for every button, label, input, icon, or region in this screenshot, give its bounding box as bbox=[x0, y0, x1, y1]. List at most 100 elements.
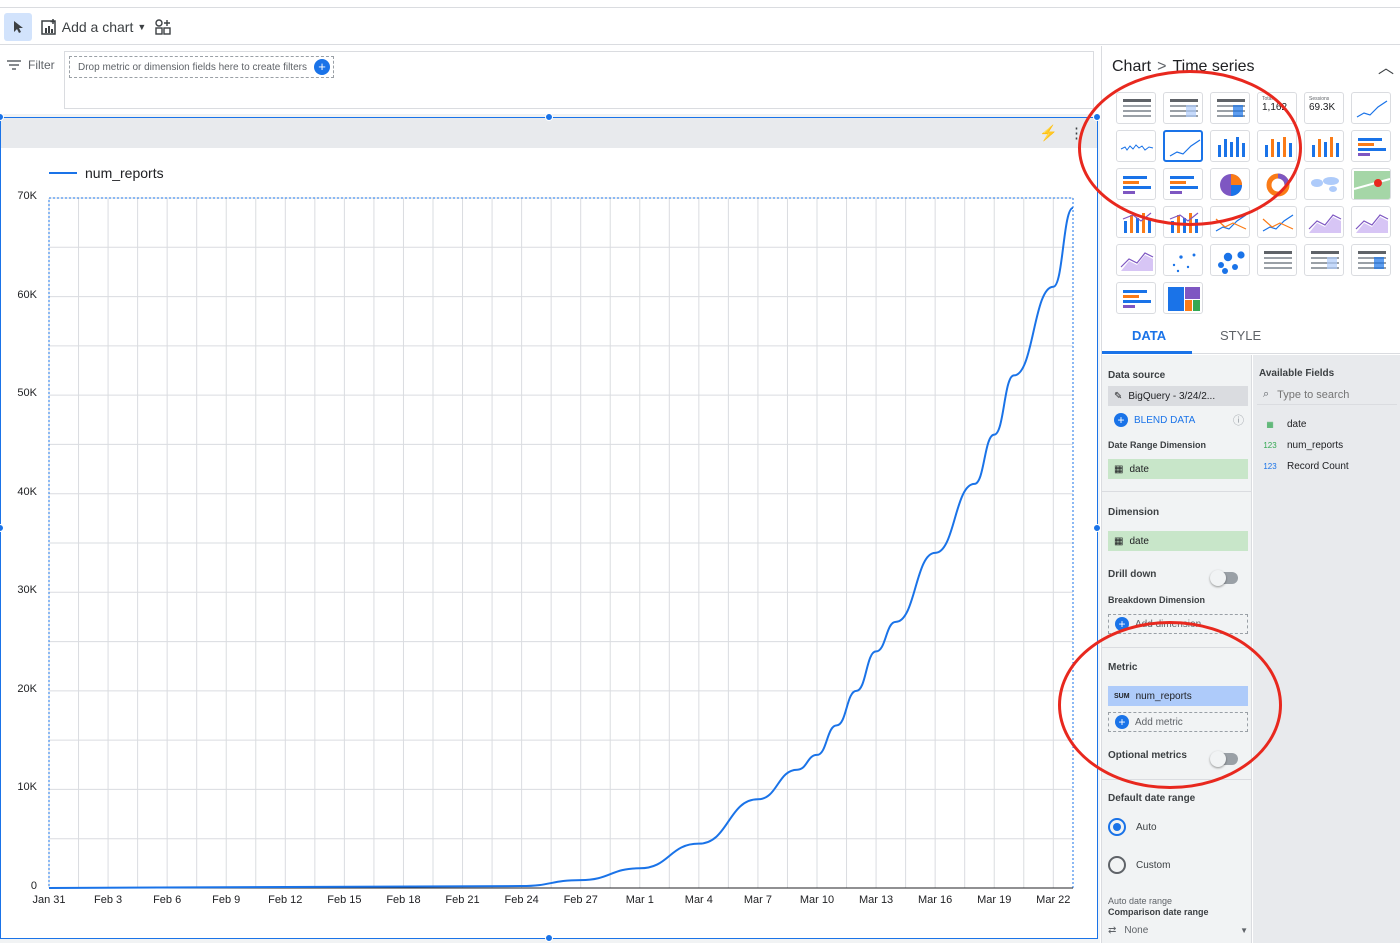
chart-type-100-stacked-column-type[interactable] bbox=[1304, 130, 1344, 162]
dimension-chip[interactable]: ▦ date bbox=[1108, 531, 1248, 551]
chart-type-pivot-table-type[interactable] bbox=[1257, 244, 1297, 276]
x-tick-label: Feb 15 bbox=[327, 894, 362, 906]
filter-icon bbox=[7, 60, 21, 70]
plus-circle-icon: + bbox=[1114, 413, 1128, 427]
y-tick-label: 60K bbox=[17, 288, 37, 301]
filter-bar: Filter Drop metric or dimension fields h… bbox=[0, 46, 1100, 114]
y-tick-label: 40K bbox=[17, 485, 37, 498]
chart-type-treemap-type[interactable] bbox=[1163, 282, 1203, 314]
date-range-dimension-value: date bbox=[1129, 463, 1149, 475]
crumb-chart[interactable]: Chart bbox=[1112, 58, 1152, 75]
series-line-num-reports bbox=[48, 206, 1074, 889]
chart-type-sparkline-type[interactable] bbox=[1351, 92, 1391, 124]
add-control-button[interactable] bbox=[150, 13, 176, 41]
x-tick-label: Feb 12 bbox=[268, 894, 303, 906]
compare-arrows-icon: ⇄ bbox=[1108, 925, 1117, 936]
resize-handle-top[interactable] bbox=[545, 113, 553, 121]
chart-type-google-maps-type[interactable] bbox=[1351, 168, 1391, 200]
chart-type-scorecard-b-type[interactable]: Sessions 69.3K bbox=[1304, 92, 1344, 124]
time-series-chart[interactable]: ⚡ ⋮ num_reports 0 10K 20K 30K 40K 50K 60K 70K J… bbox=[0, 113, 1101, 942]
caret-down-icon: ▼ bbox=[1240, 926, 1248, 935]
x-tick-label: Mar 19 bbox=[977, 894, 1012, 906]
grid-lines bbox=[48, 197, 1073, 889]
chart-type-pivot-bars-type[interactable] bbox=[1304, 244, 1344, 276]
cursor-icon bbox=[14, 21, 23, 33]
chart-type-scatter-type[interactable] bbox=[1163, 244, 1203, 276]
radio-custom[interactable] bbox=[1108, 856, 1126, 874]
panel-tabs: DATA STYLE bbox=[1102, 318, 1400, 354]
calendar-icon: ▦ bbox=[1114, 463, 1124, 475]
chart-type-area-type[interactable] bbox=[1304, 206, 1344, 238]
breakdown-dimension-label: Breakdown Dimension bbox=[1108, 595, 1206, 605]
tab-data[interactable]: DATA bbox=[1132, 328, 1167, 343]
x-tick-label: Feb 9 bbox=[212, 894, 241, 906]
comparison-select[interactable]: ⇄ None ▼ bbox=[1108, 925, 1248, 936]
drill-down-label: Drill down bbox=[1108, 569, 1157, 580]
x-tick-label: Mar 1 bbox=[625, 894, 654, 906]
auto-date-range-text: Auto date range bbox=[1108, 896, 1173, 906]
available-field-item[interactable]: 123 Record Count bbox=[1263, 461, 1349, 472]
toolbar: Add a chart ▼ bbox=[0, 9, 1400, 45]
x-tick-label: Feb 27 bbox=[563, 894, 598, 906]
x-tick-label: Mar 10 bbox=[799, 894, 835, 906]
x-tick-label: Feb 21 bbox=[445, 894, 480, 906]
radio-auto-label: Auto bbox=[1136, 822, 1157, 833]
chart-plot-area bbox=[48, 197, 1074, 889]
resize-handle-bottom[interactable] bbox=[545, 934, 553, 942]
x-tick-label: Mar 22 bbox=[1036, 894, 1071, 906]
chart-type-bullet-type[interactable] bbox=[1116, 282, 1156, 314]
report-canvas: Filter Drop metric or dimension fields h… bbox=[0, 46, 1101, 943]
chart-type-bubble-type[interactable] bbox=[1210, 244, 1250, 276]
x-tick-label: Mar 7 bbox=[743, 894, 772, 906]
available-fields-title: Available Fields bbox=[1259, 368, 1335, 379]
data-source-chip[interactable]: ✎ BigQuery - 3/24/2... bbox=[1108, 386, 1248, 406]
drill-down-toggle[interactable] bbox=[1210, 570, 1238, 586]
chart-type-stacked-area-type[interactable] bbox=[1351, 206, 1391, 238]
help-icon[interactable]: ⓘ bbox=[1233, 415, 1244, 427]
blend-data-label: BLEND DATA bbox=[1134, 414, 1196, 426]
field-search[interactable]: ⌕ bbox=[1257, 385, 1397, 405]
filter-control[interactable]: Filter bbox=[6, 58, 55, 72]
scorecard-b-value: 69.3K bbox=[1309, 102, 1336, 113]
number-type-icon: 123 bbox=[1263, 462, 1277, 471]
add-filter-icon[interactable]: + bbox=[313, 59, 330, 75]
chart-type-pivot-heatmap-type[interactable] bbox=[1351, 244, 1391, 276]
comparison-date-range-label: Comparison date range bbox=[1108, 907, 1209, 917]
radio-custom-label: Custom bbox=[1136, 860, 1171, 871]
data-source-label: Data source bbox=[1108, 370, 1166, 381]
pencil-icon[interactable]: ✎ bbox=[1114, 390, 1123, 402]
date-range-dimension-chip[interactable]: ▦ date bbox=[1108, 459, 1248, 479]
annotation-circle-metric bbox=[1058, 621, 1282, 789]
date-range-dimension-label: Date Range Dimension bbox=[1108, 440, 1207, 450]
number-type-icon: 123 bbox=[1263, 441, 1277, 450]
available-field-name: Record Count bbox=[1287, 461, 1349, 472]
x-tick-label: Mar 16 bbox=[918, 894, 953, 906]
radio-auto[interactable] bbox=[1108, 818, 1126, 836]
x-tick-label: Feb 24 bbox=[504, 894, 539, 906]
chart-type-bar-type[interactable] bbox=[1351, 130, 1391, 162]
available-field-item[interactable]: 123 num_reports bbox=[1263, 440, 1343, 451]
blend-data-button[interactable]: + BLEND DATA ⓘ bbox=[1108, 410, 1248, 430]
available-field-item[interactable]: ▦ date bbox=[1263, 419, 1306, 430]
data-source-value: BigQuery - 3/24/2... bbox=[1128, 390, 1216, 402]
comparison-value: None bbox=[1124, 925, 1149, 936]
chart-type-area-100-type[interactable] bbox=[1116, 244, 1156, 276]
field-search-input[interactable] bbox=[1277, 388, 1378, 401]
top-strip bbox=[0, 0, 1400, 8]
select-tool-button[interactable] bbox=[4, 13, 32, 41]
add-chart-button[interactable]: Add a chart ▼ bbox=[38, 13, 148, 41]
filter-drop-zone[interactable]: Drop metric or dimension fields here to … bbox=[64, 51, 1094, 109]
lightning-icon[interactable]: ⚡ bbox=[1039, 125, 1058, 142]
section-divider bbox=[1102, 491, 1252, 492]
legend-label: num_reports bbox=[85, 165, 164, 181]
collapse-panel-icon[interactable]: ︿ bbox=[1377, 60, 1394, 77]
dimension-value: date bbox=[1129, 535, 1149, 547]
chart-header-bar: ⚡ ⋮ bbox=[1, 118, 1097, 148]
calendar-icon: ▦ bbox=[1266, 420, 1274, 429]
available-field-name: num_reports bbox=[1287, 440, 1344, 451]
chart-type-geo-map-type[interactable] bbox=[1304, 168, 1344, 200]
resize-handle-right[interactable] bbox=[1093, 524, 1101, 532]
active-tab-indicator bbox=[1102, 351, 1192, 354]
tab-style[interactable]: STYLE bbox=[1220, 328, 1262, 343]
chart-type-smooth-line-type[interactable] bbox=[1257, 206, 1297, 238]
